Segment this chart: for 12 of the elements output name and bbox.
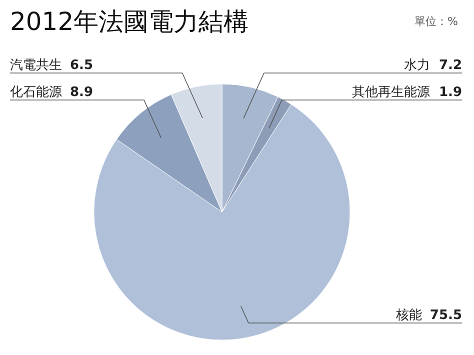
slice-label: 汽電共生	[10, 58, 62, 73]
slice-label: 其他再生能源	[352, 85, 430, 100]
data-label: 75.5	[430, 308, 462, 323]
slice-label: 核能	[395, 308, 422, 323]
slice-label: 水力	[404, 58, 430, 73]
slice-label: 化石能源	[10, 85, 62, 100]
chart-title: 2012年法國電力結構	[10, 7, 249, 36]
data-label: 1.9	[438, 85, 462, 100]
chart-subtitle: 單位：%	[414, 15, 458, 28]
data-label: 6.5	[70, 58, 94, 73]
data-label: 8.9	[70, 85, 94, 100]
data-label: 7.2	[438, 58, 462, 73]
